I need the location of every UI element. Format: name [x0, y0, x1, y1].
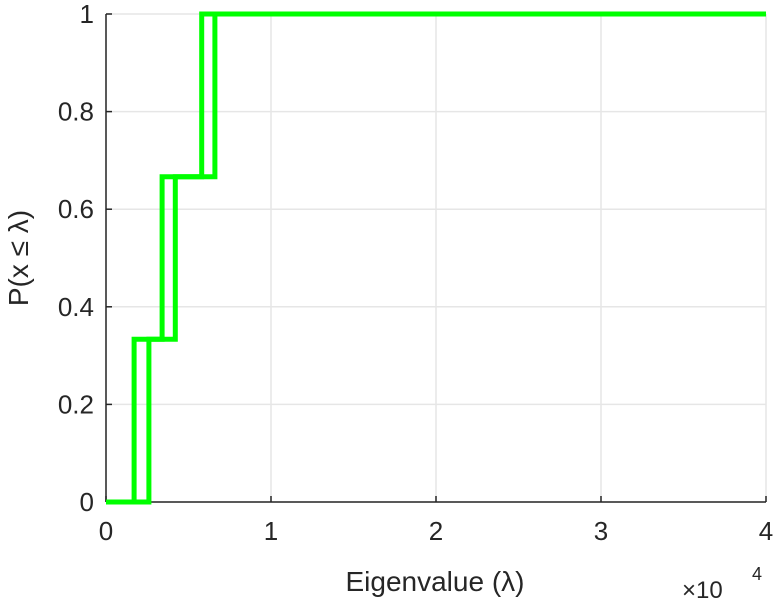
y-tick-label: 0.4 — [58, 292, 94, 322]
grid — [105, 13, 767, 503]
x-scale-multiplier: ×10 — [682, 577, 723, 600]
x-tick-label: 3 — [594, 516, 608, 546]
x-tick-label: 2 — [429, 516, 443, 546]
x-scale-exponent: 4 — [752, 564, 762, 584]
series-group — [106, 11, 766, 505]
x-tick-label: 1 — [264, 516, 278, 546]
y-tick-label: 0.8 — [58, 97, 94, 127]
series-line-1 — [106, 11, 766, 505]
y-axis-label: P(x ≤ λ) — [3, 210, 34, 306]
y-tick-label: 1 — [80, 0, 94, 29]
y-tick-label: 0.2 — [58, 389, 94, 419]
series-line-2 — [106, 11, 766, 505]
y-tick-label: 0 — [80, 487, 94, 517]
y-tick-label: 0.6 — [58, 194, 94, 224]
x-axis-label: Eigenvalue (λ) — [346, 566, 525, 597]
tick-labels: 0 1 2 3 4 0 0.2 0.4 0.6 0.8 1 — [58, 0, 773, 546]
x-tick-label: 4 — [759, 516, 773, 546]
x-tick-label: 0 — [99, 516, 113, 546]
